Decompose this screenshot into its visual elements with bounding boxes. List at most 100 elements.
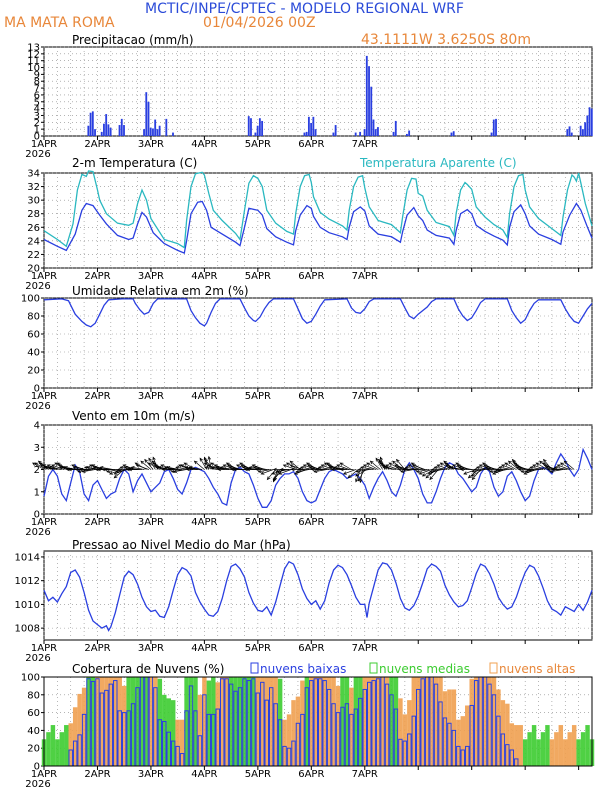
cloud-fill-bar <box>447 689 452 766</box>
wind-arrow-head <box>175 466 180 470</box>
wind-arrow-head <box>170 469 175 473</box>
humidity-day-label: 4APR <box>191 391 217 402</box>
wind-arrow-head <box>57 464 62 468</box>
precip-bar <box>143 129 145 136</box>
run-date: 01/04/2026 00Z <box>203 15 316 31</box>
wind-arrow-head <box>382 466 387 470</box>
precip-bar <box>91 111 94 136</box>
cloud-fill-bar <box>113 677 118 766</box>
wind-arrow-head <box>275 469 280 473</box>
cloud-fill-bar <box>407 700 412 766</box>
wind-arrow-head <box>553 466 558 470</box>
wind-arrow <box>186 467 200 472</box>
cloud-fill-bar <box>86 677 91 766</box>
wind-arrow-shaft <box>84 466 98 470</box>
wind-arrow <box>369 460 381 470</box>
precip-bar <box>87 125 90 136</box>
wind-arrow <box>144 458 154 470</box>
cloud-fill-bar <box>233 677 238 766</box>
wind-arrow <box>535 462 548 470</box>
wind-arrow-head <box>148 457 152 462</box>
wind-arrow <box>172 469 187 473</box>
wind-arrow-shaft <box>375 458 383 470</box>
wind-arrow-shaft <box>82 469 96 473</box>
wind-arrow-head <box>147 462 152 466</box>
wind-arrow <box>103 467 118 472</box>
cloud-fill-bar <box>55 739 60 766</box>
temp-title: 2-m Temperatura (C) <box>72 156 197 170</box>
wind-arrow-head <box>242 466 246 470</box>
wind-arrow-head <box>392 460 396 465</box>
wind-arrow <box>415 469 430 473</box>
wind-arrow-head <box>418 471 423 475</box>
wind-arrow <box>285 462 299 470</box>
wind-arrow-head <box>203 456 207 461</box>
legend-swatch-low <box>250 662 259 674</box>
temperature-ytick-label: 32 <box>27 182 40 193</box>
precip-bar <box>405 133 408 136</box>
wind-arrow-head <box>228 466 233 470</box>
cloud-fill-bar <box>540 732 546 766</box>
cloud-fill-bar <box>144 677 149 766</box>
wind-arrow-head <box>293 471 298 475</box>
precip-bar <box>258 118 261 136</box>
wind-arrow-head <box>421 473 426 477</box>
precip-year-label: 2026 <box>25 149 50 160</box>
pressure-day-label: 1APR <box>31 643 57 654</box>
wind-arrow-head <box>355 473 359 477</box>
pressure-ytick-label: 1008 <box>15 624 40 635</box>
wind-arrow-shaft <box>296 469 310 473</box>
cloud-fill-bar <box>117 677 122 766</box>
precip-bar <box>568 126 571 136</box>
cloud-fill-bar <box>291 700 296 766</box>
cloud-fill-bar <box>509 723 515 766</box>
wind-arrow <box>148 457 156 470</box>
wind-arrow-head <box>207 455 211 460</box>
wind-arrow-head <box>380 464 385 468</box>
wind-arrow-shaft <box>336 464 350 470</box>
cloud-fill-bar <box>331 677 336 766</box>
wind-arrow-shaft <box>530 466 544 470</box>
wind-arrow-head <box>518 467 522 472</box>
wind-arrow-shaft <box>363 464 377 470</box>
cloud-fill-bar <box>420 677 425 766</box>
precip-bar <box>100 131 103 136</box>
wind-arrow <box>207 455 212 470</box>
wind-arrow-head <box>199 457 203 462</box>
wind-arrow <box>360 466 374 470</box>
wind-arrow-head <box>68 467 72 472</box>
wind-arrow-shaft <box>370 460 381 470</box>
humidity-day-label: 2APR <box>84 391 110 402</box>
wind-arrow-head <box>543 464 548 468</box>
wind-arrow-head <box>433 466 438 470</box>
wind-arrow-head <box>315 467 320 472</box>
wind-panel: 0 1 2 3 4 1APR 2APR 3APR 4APR 5APR 6APR 7APR 2026 <box>25 421 593 538</box>
wind-arrow-head <box>46 464 51 468</box>
location-label: MA MATA ROMA <box>4 15 115 31</box>
wind-arrow <box>553 466 568 470</box>
wind-arrow <box>556 464 570 470</box>
precip-day-label: 6APR <box>298 139 324 150</box>
cloud-fill-bar <box>295 696 301 766</box>
cloud-fill-bar <box>375 677 381 766</box>
wind-arrow-head <box>244 467 248 472</box>
wind-arrow-shaft <box>339 462 352 470</box>
precip-bar <box>579 125 582 136</box>
wind-arrow <box>83 466 98 470</box>
precip-ytick-label: 10 <box>27 63 40 74</box>
wind-arrow <box>418 469 432 475</box>
precip-day-label: 5APR <box>245 139 271 150</box>
wind-arrow-shaft <box>278 469 292 475</box>
wind-arrow-head <box>523 471 528 475</box>
precip-bar <box>118 125 121 136</box>
precip-bar <box>312 116 315 136</box>
cloud-fill-bar <box>580 732 586 766</box>
precip-ytick-label: 13 <box>27 43 40 54</box>
cloud-fill-bar <box>206 680 212 766</box>
cloud-fill-bar <box>371 677 376 766</box>
cloud-fill-bar <box>505 703 510 766</box>
wind-arrow <box>400 469 414 473</box>
precip-bar <box>165 118 168 136</box>
wind-arrow <box>484 466 499 470</box>
wind-arrow-shaft <box>447 466 461 470</box>
